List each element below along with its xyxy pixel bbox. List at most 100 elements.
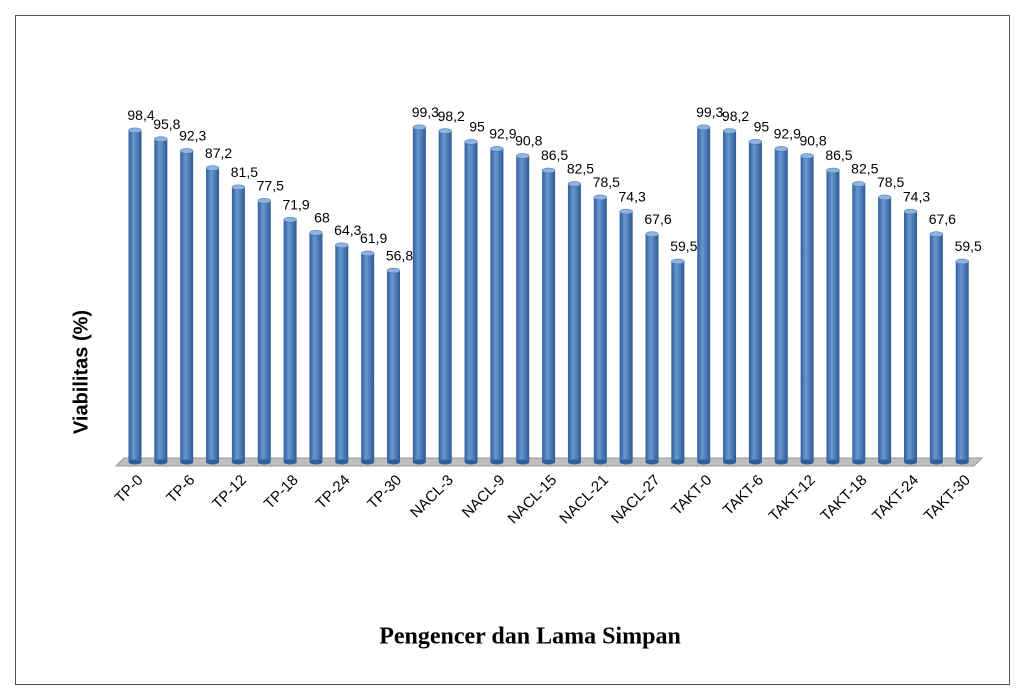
value-label: 82,5 — [567, 161, 594, 177]
bar-base — [593, 459, 607, 465]
bar — [283, 219, 297, 462]
value-label: 61,9 — [360, 230, 387, 246]
bar-top — [722, 128, 737, 134]
bar-base — [800, 459, 814, 465]
bar-top — [826, 167, 840, 174]
bar-base — [412, 459, 426, 465]
value-label: 92,3 — [179, 128, 206, 144]
bar-base — [826, 459, 840, 465]
bar-top — [360, 250, 375, 257]
bar-base — [645, 459, 659, 465]
bar-top — [490, 146, 504, 152]
bar-base — [206, 459, 220, 465]
value-label: 99,3 — [412, 104, 439, 120]
bar-base — [231, 459, 245, 465]
bar — [567, 183, 581, 462]
value-label: 95,8 — [153, 116, 180, 132]
bar-base — [619, 459, 633, 465]
bar — [723, 131, 737, 463]
bar-top — [257, 198, 271, 204]
value-label: 95 — [469, 119, 485, 135]
bar — [387, 270, 400, 462]
value-label: 67,6 — [929, 211, 956, 227]
value-label: 81,5 — [231, 164, 258, 180]
bar — [852, 183, 866, 462]
value-label: 90,8 — [799, 133, 826, 149]
bar-top — [929, 231, 944, 237]
bar — [464, 141, 478, 462]
bar-top — [154, 136, 168, 142]
bar — [645, 234, 659, 462]
bar-base — [852, 459, 866, 465]
value-label: 82,5 — [851, 161, 878, 177]
bar — [619, 211, 633, 462]
bar-base — [490, 459, 504, 465]
bar-base — [387, 459, 400, 465]
bar — [361, 253, 375, 462]
bar — [929, 234, 943, 462]
bar-top — [645, 231, 659, 237]
value-label: 99,3 — [696, 104, 723, 120]
value-label: 67,6 — [644, 211, 671, 227]
value-label: 86,5 — [541, 147, 568, 163]
bar-base — [309, 459, 323, 465]
bar — [206, 168, 220, 463]
value-label: 74,3 — [619, 188, 646, 204]
bar — [180, 150, 194, 462]
bar — [878, 197, 892, 462]
bar-base — [904, 459, 917, 465]
bar-top — [567, 181, 582, 187]
bar-top — [877, 194, 892, 201]
bar-top — [955, 258, 969, 265]
value-label: 68 — [314, 210, 330, 226]
bar-base — [464, 459, 478, 465]
value-label: 95 — [754, 119, 770, 135]
bar — [128, 130, 142, 462]
bar-base — [878, 459, 892, 465]
bar — [257, 200, 271, 462]
bar-top — [231, 184, 246, 191]
bar — [335, 245, 349, 462]
bar — [542, 170, 556, 462]
bar-base — [542, 459, 556, 465]
value-label: 71,9 — [282, 196, 309, 212]
bar-top — [852, 181, 866, 187]
bar-base — [516, 459, 530, 465]
bar-top — [335, 242, 349, 249]
value-label: 77,5 — [257, 178, 284, 194]
value-label: 78,5 — [877, 174, 904, 190]
bar — [697, 127, 711, 462]
bar — [593, 197, 607, 462]
bar-top — [800, 153, 814, 159]
bar-top — [283, 216, 297, 223]
bar-base — [723, 459, 737, 465]
value-label: 98,2 — [438, 108, 465, 124]
bar-top — [748, 139, 763, 145]
bar-top — [774, 146, 788, 152]
bar-base — [257, 459, 271, 465]
bar-top — [671, 258, 685, 265]
bar — [671, 261, 685, 462]
bar-base — [774, 459, 788, 465]
bar-top — [309, 230, 323, 236]
bar-base — [283, 459, 297, 465]
bar-top — [516, 153, 530, 159]
bar-base — [335, 459, 349, 465]
bar-base — [955, 459, 969, 465]
bar — [516, 156, 530, 462]
value-label: 92,9 — [489, 126, 516, 142]
bar — [826, 170, 840, 462]
bar-top — [619, 208, 633, 215]
bar — [774, 148, 788, 462]
bar-top — [593, 194, 608, 201]
bar-top — [903, 208, 918, 215]
bar — [490, 148, 504, 462]
bar — [231, 187, 245, 462]
bar — [748, 141, 762, 462]
bar — [154, 139, 168, 463]
bar-top — [128, 127, 142, 134]
bar — [412, 127, 426, 462]
value-label: 86,5 — [825, 147, 852, 163]
x-axis-title: Pengencer dan Lama Simpan — [379, 624, 681, 650]
